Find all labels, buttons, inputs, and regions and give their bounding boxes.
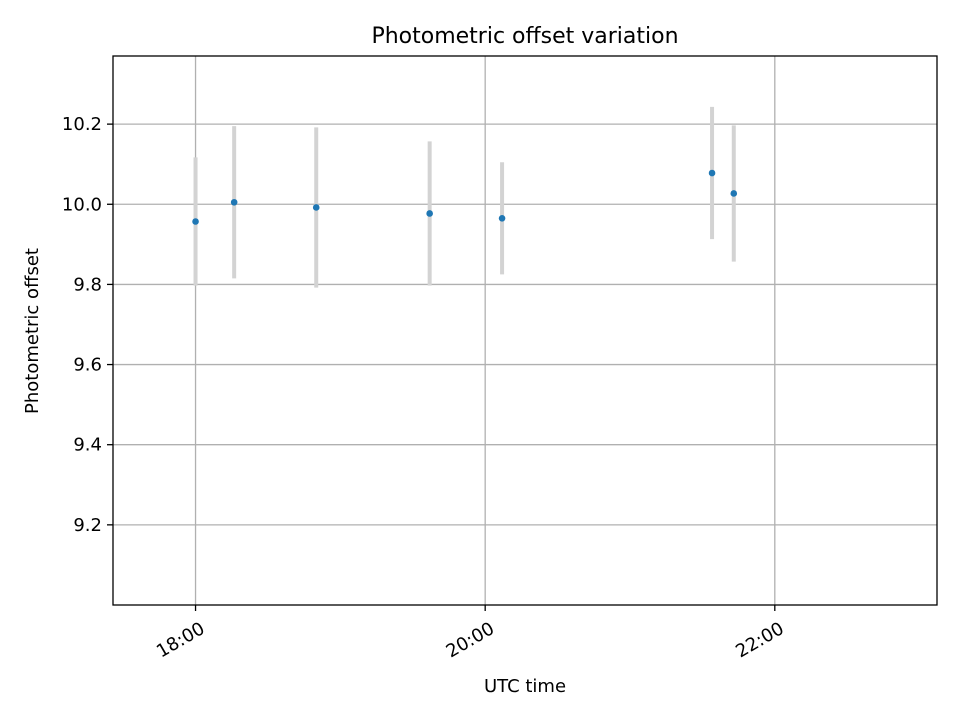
y-axis-ticks: 9.2 9.4 9.6 9.8 10.0 10.2 [62, 114, 113, 536]
y-tick-label: 9.4 [73, 435, 102, 456]
data-point [230, 198, 238, 206]
y-tick-label: 10.0 [62, 194, 102, 215]
y-axis-label: Photometric offset [22, 248, 43, 414]
data-point [192, 218, 199, 225]
x-tick-label: 22:00 [732, 618, 787, 662]
data-point [312, 204, 320, 211]
y-tick-label: 9.2 [73, 515, 102, 536]
error-bars [193, 106, 736, 288]
data-point [730, 190, 738, 197]
data-point [426, 210, 433, 217]
data-points [192, 169, 738, 225]
x-tick-label: 20:00 [443, 618, 498, 662]
plot-frame [112, 55, 938, 606]
x-axis-label: UTC time [484, 676, 566, 697]
grid [113, 56, 937, 605]
y-tick-label: 9.8 [73, 274, 102, 295]
y-tick-label: 9.6 [73, 355, 102, 376]
data-point [708, 169, 716, 177]
x-tick-label: 18:00 [153, 618, 208, 662]
data-point [498, 214, 506, 222]
y-tick-label: 10.2 [62, 114, 102, 135]
chart-title: Photometric offset variation [371, 24, 678, 49]
